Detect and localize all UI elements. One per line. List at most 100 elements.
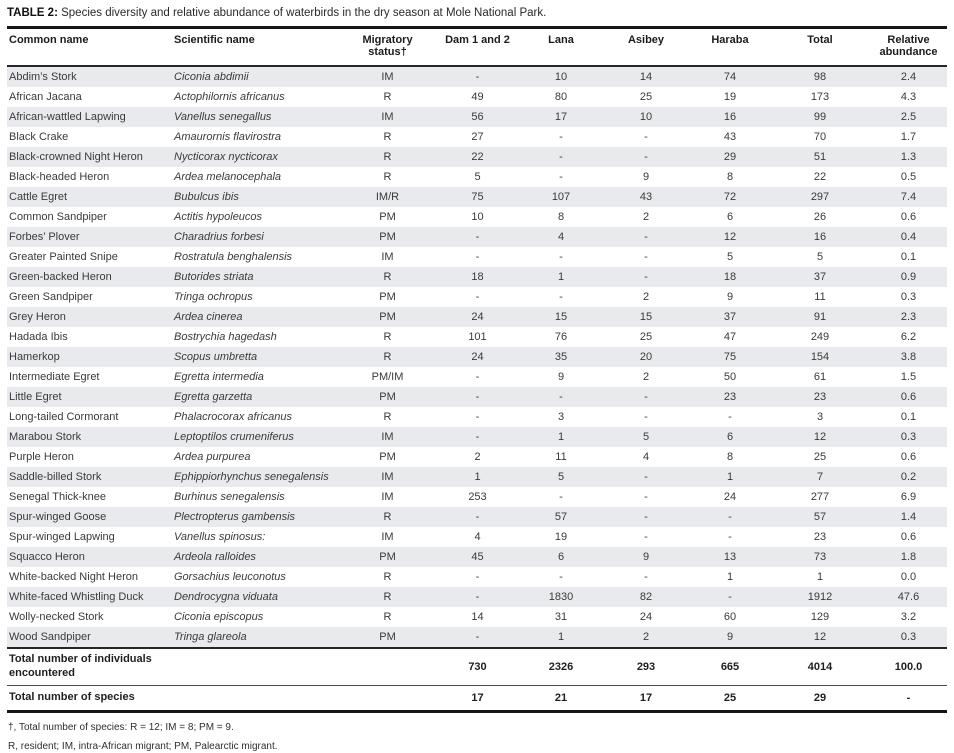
haraba-cell: 50	[723, 371, 737, 384]
asibey-cell: -	[644, 231, 648, 244]
table-footer: Total number of individuals encountered 7…	[7, 647, 947, 714]
migratory-status-cell: PM	[379, 631, 396, 644]
lana-cell: 6	[557, 551, 565, 564]
species-row: Forbes’ Plover Charadrius forbesi PM - 4 - 12 1…	[7, 227, 947, 248]
dam-1-and-2-cell: -	[475, 511, 480, 524]
species-row: Black-headed Heron Ardea melanocephala R 5 -…	[7, 167, 947, 187]
common-name-cell: White-faced Whistling Duck	[9, 591, 144, 604]
species-row: Common Sandpiper Actitis hypoleucos PM 10 8 2…	[7, 207, 947, 227]
relative-abundance-cell: 0.9	[900, 271, 917, 284]
species-row: Long-tailed Cormorant Phalacrocorax afric…	[7, 407, 947, 427]
dam-1-and-2-cell: -	[475, 251, 480, 264]
asibey-cell: -	[644, 571, 648, 584]
lana-cell: -	[559, 151, 563, 164]
common-name-cell: Saddle-billed Stork	[9, 471, 102, 484]
species-table: Common name Scientific name Migratory st…	[7, 25, 947, 714]
relative-abundance-cell: 1.5	[900, 371, 917, 384]
migratory-status-cell: PM	[379, 231, 396, 244]
total-cell: 173	[810, 91, 830, 104]
migratory-status-cell: PM	[379, 311, 396, 324]
footnotes: †, Total number of species: R = 12; IM =…	[7, 722, 947, 753]
relative-abundance-cell: 6.9	[900, 491, 917, 504]
common-name-cell: Marabou Stork	[9, 431, 82, 444]
asibey-cell: -	[644, 511, 648, 524]
asibey-cell: 5	[642, 431, 650, 444]
totals-label: Total number of species	[7, 685, 172, 714]
totals-value-cell: 25	[690, 685, 770, 714]
total-cell: 98	[813, 71, 827, 84]
dam-1-and-2-cell: 1	[474, 471, 481, 484]
asibey-cell: 4	[642, 451, 650, 464]
migratory-status-cell: R	[383, 351, 392, 364]
species-row: Greater Painted Snipe Rostratula benghale…	[7, 247, 947, 267]
migratory-status-cell: PM/IM	[371, 371, 404, 384]
species-row: Wolly-necked Stork Ciconia episcopus R 14 31…	[7, 607, 947, 627]
relative-abundance-cell: 3.8	[900, 351, 917, 364]
scientific-name-cell: Dendrocygna viduata	[174, 591, 278, 604]
totals-individuals-row: Total number of individuals encountered 7…	[7, 647, 947, 686]
lana-cell: 3	[557, 411, 565, 424]
lana-cell: 80	[554, 91, 568, 104]
dam-1-and-2-cell: 75	[471, 191, 484, 204]
haraba-cell: -	[728, 591, 732, 604]
dam-1-and-2-cell: 24	[471, 351, 484, 364]
asibey-cell: 2	[642, 291, 650, 304]
species-row: Little Egret Egretta garzetta PM - - - 23 23 0.6	[7, 387, 947, 408]
scientific-name-cell: Scopus umbretta	[174, 351, 258, 364]
relative-abundance-cell: 0.6	[900, 531, 917, 544]
dam-1-and-2-cell: 45	[471, 551, 484, 564]
migratory-status-cell: R	[383, 271, 392, 284]
dam-1-and-2-cell: -	[475, 71, 480, 84]
species-row: African-wattled Lapwing Vanellus senegall…	[7, 107, 947, 128]
species-row: Marabou Stork Leptoptilos crumeniferus IM -…	[7, 427, 947, 448]
common-name-cell: Green-backed Heron	[9, 271, 112, 284]
totals-value-cell: 730	[435, 647, 520, 686]
dam-1-and-2-cell: -	[475, 231, 480, 244]
species-row: Saddle-billed Stork Ephippiorhynchus sene…	[7, 467, 947, 488]
species-row: White-backed Night Heron Gorsachius leuco…	[7, 567, 947, 587]
total-cell: 91	[813, 311, 827, 324]
species-row: Hadada Ibis Bostrychia hagedash R 101 76 25 47…	[7, 327, 947, 347]
relative-abundance-cell: 4.3	[900, 91, 917, 104]
haraba-cell: 19	[723, 91, 737, 104]
haraba-cell: 16	[723, 111, 737, 124]
total-cell: 277	[810, 491, 830, 504]
asibey-cell: 25	[639, 91, 653, 104]
dam-1-and-2-cell: -	[475, 591, 480, 604]
total-cell: 12	[813, 431, 827, 444]
asibey-cell: 14	[639, 71, 653, 84]
dam-1-and-2-cell: -	[475, 411, 480, 424]
relative-abundance-cell: 1.7	[900, 131, 917, 144]
haraba-cell: 74	[723, 71, 737, 84]
relative-abundance-cell: 2.4	[900, 71, 917, 84]
species-row: Cattle Egret Bubulcus ibis IM/R 75 107 43 72 29…	[7, 187, 947, 208]
scientific-name-cell: Tringa ochropus	[174, 291, 253, 304]
common-name-cell: African Jacana	[9, 91, 82, 104]
species-row: Black Crake Amaurornis flavirostra R 27 - - 43…	[7, 127, 947, 147]
haraba-cell: 9	[726, 631, 734, 644]
relative-abundance-cell: 0.6	[900, 451, 917, 464]
scientific-name-cell: Nycticorax nycticorax	[174, 151, 278, 164]
scientific-name-cell: Phalacrocorax africanus	[174, 411, 293, 424]
dam-1-and-2-cell: 2	[474, 451, 481, 464]
dam-1-and-2-cell: 18	[471, 271, 484, 284]
migratory-status-cell: R	[383, 511, 392, 524]
haraba-cell: 29	[723, 151, 737, 164]
lana-cell: -	[559, 251, 563, 264]
totals-value-cell: 2326	[520, 647, 602, 686]
totals-value-cell: 293	[602, 647, 690, 686]
total-cell: 26	[813, 211, 827, 224]
haraba-cell: 75	[723, 351, 737, 364]
scientific-name-cell: Ciconia episcopus	[174, 611, 264, 624]
haraba-cell: 13	[723, 551, 737, 564]
total-cell: 7	[816, 471, 824, 484]
asibey-cell: 82	[639, 591, 653, 604]
total-cell: 57	[813, 511, 827, 524]
total-cell: 1	[816, 571, 824, 584]
relative-abundance-cell: 3.2	[900, 611, 917, 624]
lana-cell: 1830	[548, 591, 574, 604]
asibey-cell: -	[644, 271, 648, 284]
table-title-label: TABLE 2:	[7, 7, 58, 19]
dam-1-and-2-cell: 4	[474, 531, 481, 544]
relative-abundance-cell: 0.3	[900, 291, 917, 304]
